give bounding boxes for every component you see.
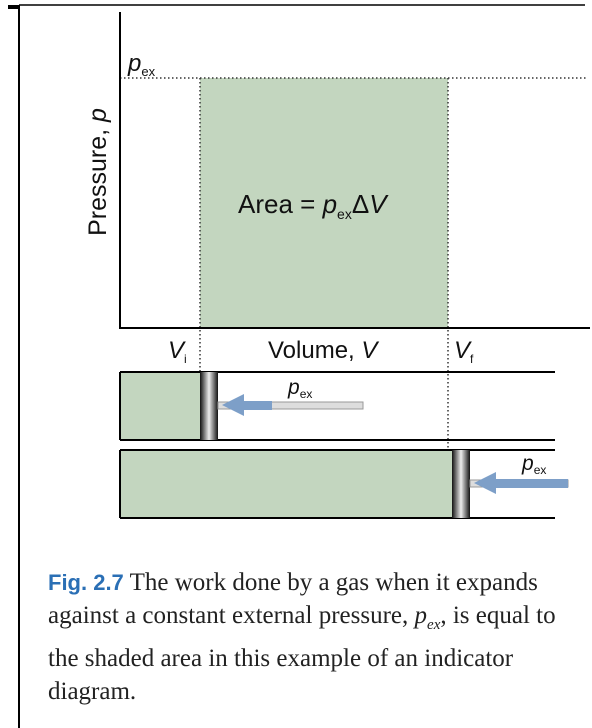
page: {"graph": {"pressure_label": {"text": "P…	[0, 0, 592, 728]
frame-corner	[8, 5, 20, 9]
vi-label: Vi	[168, 337, 187, 366]
subscript: f	[470, 352, 474, 366]
symbol: p	[521, 452, 534, 475]
piston	[200, 372, 218, 440]
piston-label: pex	[521, 452, 546, 477]
subscript: ex	[534, 463, 547, 477]
area-label: Area = pexΔV	[238, 189, 389, 222]
label-text: Volume,	[268, 337, 361, 364]
gas	[120, 450, 452, 518]
symbol: p	[127, 50, 141, 77]
vf-label: Vf	[454, 337, 474, 366]
pex-axis-label: pex	[127, 50, 156, 79]
subscript: ex	[300, 387, 313, 401]
symbol: V	[369, 189, 389, 219]
subscript: i	[184, 352, 187, 366]
symbol: p	[415, 602, 428, 629]
figure-number: Fig. 2.7	[48, 570, 124, 595]
delta: Δ	[352, 189, 369, 219]
piston	[452, 450, 470, 518]
pressure-label: Pressure, p	[84, 108, 112, 236]
caption: Fig. 2.7 The work done by a gas when it …	[48, 566, 558, 708]
symbol: p	[287, 376, 300, 399]
force-arrow	[222, 394, 272, 416]
piston-label: pex	[287, 376, 312, 401]
gas	[120, 372, 200, 440]
subscript: ex	[337, 206, 352, 222]
symbol: p	[84, 108, 112, 123]
label-text: Pressure,	[84, 122, 112, 236]
label-text: Area =	[238, 189, 323, 219]
symbol: V	[361, 337, 379, 364]
subscript: ex	[141, 64, 155, 79]
subscript: ex	[427, 617, 440, 633]
volume-label: Volume, V	[268, 337, 379, 364]
symbol: p	[322, 189, 337, 219]
force-arrow	[474, 472, 568, 494]
